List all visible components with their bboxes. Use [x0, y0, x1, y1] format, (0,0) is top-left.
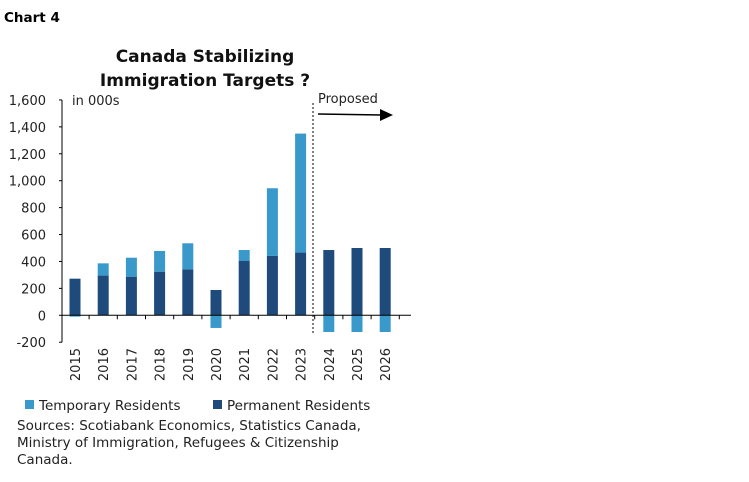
y-tick-label: 1,000: [9, 175, 46, 190]
unit-label: in 000s: [72, 94, 120, 109]
bar-temporary-2020: [210, 315, 222, 328]
bar-permanent-2020: [210, 289, 222, 316]
bar-temporary-2023: [295, 133, 307, 253]
x-tick-label: 2019: [182, 348, 197, 381]
proposed-annotation: Proposed: [318, 92, 378, 107]
y-tick-label: -200: [16, 336, 46, 351]
bar-temporary-2026: [379, 315, 391, 332]
bar-permanent-2021: [238, 260, 250, 316]
y-tick-label: 1,200: [9, 148, 46, 163]
x-tick-label: 2015: [69, 348, 84, 381]
legend-label-temporary: Temporary Residents: [38, 398, 181, 414]
chart-title-line-2: Immigration Targets ?: [100, 71, 310, 91]
bar-permanent-2026: [379, 248, 391, 316]
bar-temporary-2019: [182, 243, 194, 270]
bar-temporary-2022: [266, 188, 278, 256]
bar-permanent-2024: [323, 250, 335, 316]
bar-permanent-2015: [69, 278, 81, 316]
x-tick-label: 2023: [295, 348, 310, 381]
legend-swatch-temporary: [25, 400, 34, 409]
x-tick-label: 2022: [266, 348, 281, 381]
y-tick-label: 800: [21, 202, 46, 217]
bar-permanent-2022: [266, 255, 278, 316]
bar-temporary-2025: [351, 315, 363, 332]
bar-temporary-2015: [69, 315, 81, 317]
y-tick-label: 600: [21, 229, 46, 244]
proposed-arrow-line: [317, 113, 383, 116]
chart-title-line-1: Canada Stabilizing: [116, 47, 295, 67]
bar-temporary-2018: [154, 250, 166, 272]
bar-temporary-2024: [323, 315, 335, 332]
bar-temporary-2017: [125, 257, 137, 277]
bar-permanent-2018: [154, 271, 166, 316]
chart-label: Chart 4: [4, 10, 60, 26]
x-tick-label: 2016: [97, 348, 112, 381]
x-tick-label: 2025: [351, 348, 366, 381]
x-tick-label: 2021: [238, 348, 253, 381]
bar-permanent-2023: [295, 252, 307, 316]
y-tick-label: 200: [21, 282, 46, 297]
bar-permanent-2019: [182, 269, 194, 316]
legend-swatch-permanent: [213, 400, 222, 409]
y-tick-label: 0: [38, 309, 46, 324]
y-tick-label: 400: [21, 255, 46, 270]
bar-temporary-2016: [97, 263, 109, 276]
legend-label-permanent: Permanent Residents: [227, 398, 370, 414]
sources-note: Sources: Scotiabank Economics, Statistic…: [17, 418, 361, 468]
y-tick-label: 1,400: [9, 121, 46, 136]
x-tick-label: 2018: [154, 348, 169, 381]
x-tick-label: 2024: [323, 348, 338, 381]
bar-temporary-2021: [238, 250, 250, 261]
y-tick-label: 1,600: [9, 94, 46, 109]
proposed-arrow-head: [380, 109, 393, 121]
x-tick-label: 2020: [210, 348, 225, 381]
x-tick-label: 2017: [125, 348, 140, 381]
bar-permanent-2017: [125, 276, 137, 316]
bar-permanent-2016: [97, 275, 109, 316]
legend: Temporary Residents Permanent Residents: [25, 398, 370, 414]
x-tick-label: 2026: [379, 348, 394, 381]
bar-permanent-2025: [351, 248, 363, 316]
